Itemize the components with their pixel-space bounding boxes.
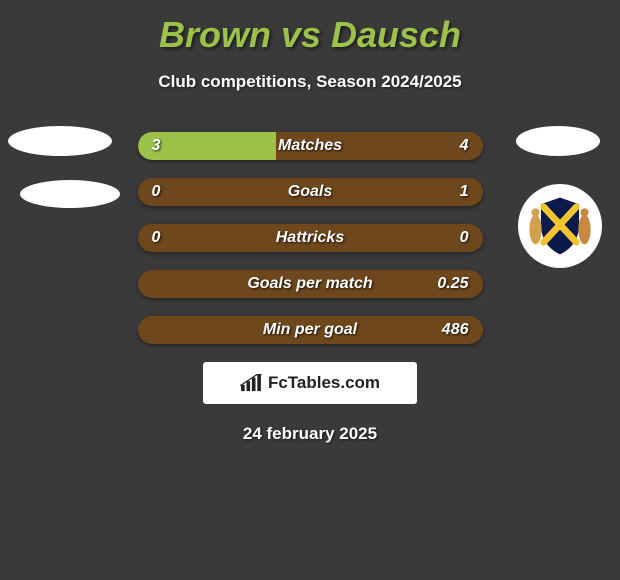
bar-right-value: 486: [442, 316, 469, 344]
bar-label: Hattricks: [138, 224, 483, 252]
snapshot-date: 24 february 2025: [0, 424, 620, 444]
stats-area: 3Matches40Goals10Hattricks0Goals per mat…: [0, 132, 620, 344]
subtitle: Club competitions, Season 2024/2025: [0, 72, 620, 92]
bar-chart-icon: [240, 374, 262, 392]
bar-label: Goals per match: [138, 270, 483, 298]
bar-row: Min per goal486: [138, 316, 483, 344]
bar-right-value: 4: [460, 132, 469, 160]
player-left-avatar-placeholder: [8, 126, 112, 156]
bar-label: Goals: [138, 178, 483, 206]
club-crest-icon: [518, 184, 602, 268]
comparison-bars: 3Matches40Goals10Hattricks0Goals per mat…: [138, 132, 483, 344]
brand-text: FcTables.com: [268, 373, 380, 393]
bar-right-value: 0.25: [437, 270, 468, 298]
bar-right-value: 0: [460, 224, 469, 252]
bar-right-value: 1: [460, 178, 469, 206]
bar-row: 3Matches4: [138, 132, 483, 160]
club-left-avatar-placeholder: [20, 180, 120, 208]
bar-row: Goals per match0.25: [138, 270, 483, 298]
bar-row: 0Goals1: [138, 178, 483, 206]
brand-badge: FcTables.com: [203, 362, 417, 404]
player-right-avatar-placeholder: [516, 126, 600, 156]
page-title: Brown vs Dausch: [0, 0, 620, 56]
bar-label: Matches: [138, 132, 483, 160]
bar-label: Min per goal: [138, 316, 483, 344]
bar-row: 0Hattricks0: [138, 224, 483, 252]
